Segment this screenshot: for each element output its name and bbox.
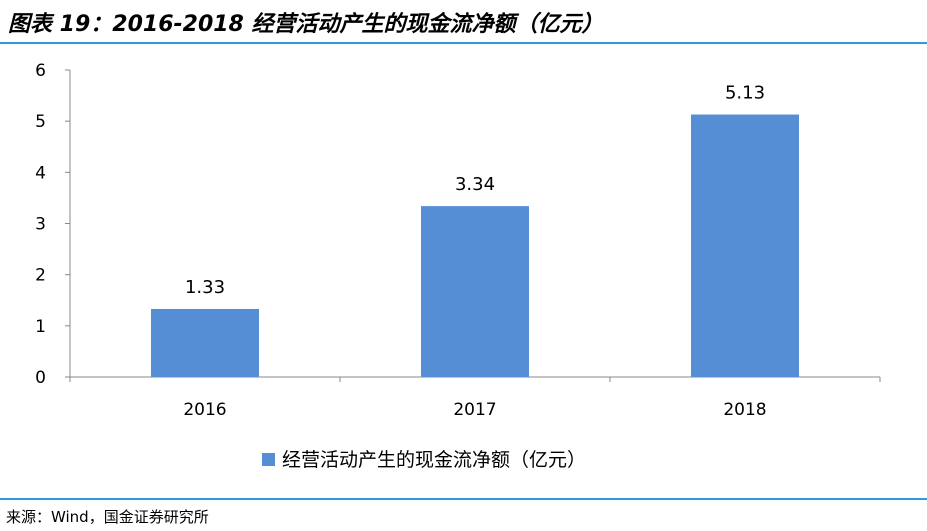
y-tick-label: 1 <box>35 317 46 337</box>
title-divider <box>0 42 927 44</box>
bar-2017 <box>421 206 529 377</box>
legend: 经营活动产生的现金流净额（亿元） <box>262 449 586 471</box>
data-label: 5.13 <box>725 83 765 104</box>
footer-divider <box>0 498 927 500</box>
y-tick-label: 2 <box>35 266 46 286</box>
bar-2016 <box>151 308 259 377</box>
data-label: 3.34 <box>455 174 495 195</box>
y-tick-label: 4 <box>35 163 46 183</box>
legend-label: 经营活动产生的现金流净额（亿元） <box>282 449 586 471</box>
y-tick-label: 3 <box>35 215 46 235</box>
x-tick-label: 2018 <box>723 400 766 420</box>
bar-chart: 0 1 2 3 4 5 6 1.33 2016 3.34 2017 5.13 2018 经营活动产生的现金… <box>35 61 881 471</box>
legend-swatch <box>262 453 275 466</box>
x-tick-label: 2016 <box>183 400 226 420</box>
y-tick-label: 6 <box>35 61 46 81</box>
source-note: 来源：Wind，国金证券研究所 <box>6 508 209 526</box>
x-tick-label: 2017 <box>453 400 496 420</box>
data-label: 1.33 <box>185 277 225 298</box>
chart-title: 图表 19：2016-2018 经营活动产生的现金流净额（亿元） <box>8 12 604 37</box>
bar-2018 <box>691 114 799 377</box>
y-tick-label: 5 <box>35 112 46 132</box>
y-tick-label: 0 <box>35 368 46 388</box>
